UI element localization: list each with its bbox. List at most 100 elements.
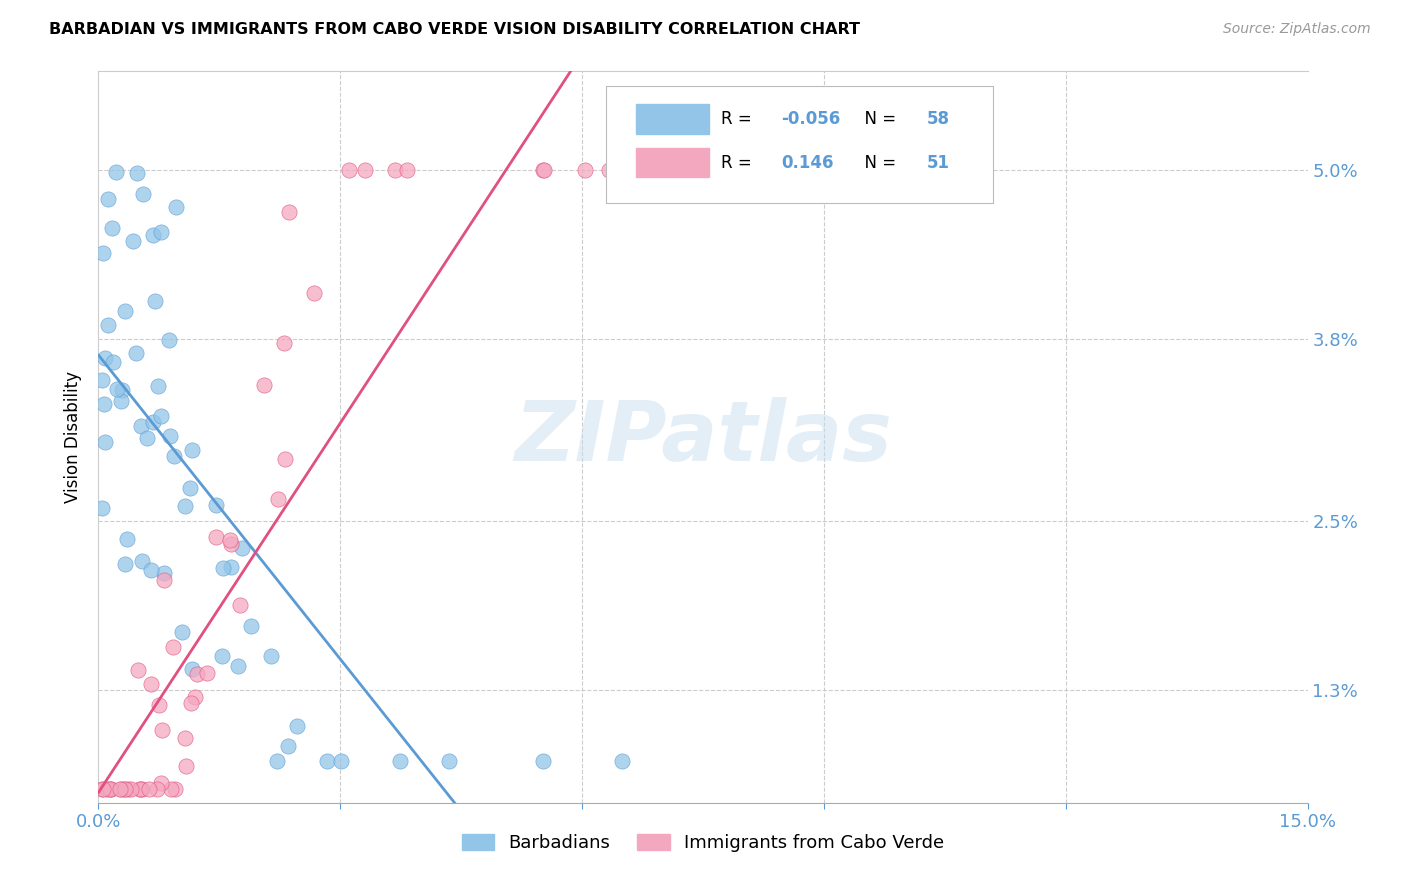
Point — [131, 186, 153, 201]
Point — [117, 781, 139, 796]
Point — [302, 285, 325, 300]
Point — [101, 221, 124, 235]
Point — [389, 754, 412, 768]
Point — [218, 533, 240, 547]
Point — [128, 781, 150, 796]
Point — [110, 394, 132, 409]
Text: N =: N = — [855, 153, 901, 172]
Point — [91, 246, 114, 260]
Point — [91, 781, 114, 796]
Point — [153, 566, 176, 580]
Point — [165, 781, 187, 796]
Point — [162, 640, 184, 654]
Point — [174, 759, 197, 773]
Point — [114, 557, 136, 571]
Point — [266, 754, 288, 768]
Point — [260, 649, 283, 664]
Point — [112, 781, 135, 796]
Point — [219, 537, 242, 551]
Text: R =: R = — [721, 153, 758, 172]
Point — [395, 162, 418, 177]
Text: ZIPatlas: ZIPatlas — [515, 397, 891, 477]
Point — [184, 690, 207, 704]
Point — [149, 409, 172, 424]
Point — [114, 781, 136, 796]
Point — [101, 355, 124, 369]
Point — [211, 649, 233, 664]
Point — [114, 304, 136, 318]
Point — [267, 491, 290, 506]
Point — [681, 162, 703, 177]
Point — [173, 499, 195, 513]
Point — [159, 429, 181, 443]
Legend: Barbadians, Immigrants from Cabo Verde: Barbadians, Immigrants from Cabo Verde — [454, 827, 952, 860]
Bar — [637, 148, 709, 178]
Point — [315, 754, 337, 768]
Point — [229, 598, 252, 612]
Point — [437, 754, 460, 768]
Point — [146, 781, 169, 796]
Point — [330, 754, 353, 768]
Point — [111, 383, 134, 397]
Point — [124, 346, 146, 360]
Point — [131, 553, 153, 567]
Point — [231, 541, 253, 556]
Point — [152, 573, 174, 587]
Point — [180, 662, 202, 676]
Point — [138, 781, 160, 796]
Point — [354, 162, 377, 177]
Point — [212, 561, 235, 575]
Point — [128, 781, 150, 796]
Point — [287, 719, 309, 733]
Point — [131, 418, 153, 433]
Point — [278, 205, 301, 219]
Point — [142, 415, 165, 429]
Point — [150, 225, 173, 239]
Text: 51: 51 — [927, 153, 949, 172]
Point — [108, 781, 131, 796]
Point — [598, 162, 620, 177]
Point — [143, 294, 166, 309]
Point — [531, 162, 554, 177]
Point — [148, 379, 170, 393]
Point — [384, 162, 406, 177]
Point — [157, 333, 180, 347]
Bar — [637, 104, 709, 134]
Point — [148, 698, 170, 712]
Point — [139, 563, 162, 577]
Text: BARBADIAN VS IMMIGRANTS FROM CABO VERDE VISION DISABILITY CORRELATION CHART: BARBADIAN VS IMMIGRANTS FROM CABO VERDE … — [49, 22, 860, 37]
Point — [240, 619, 263, 633]
Y-axis label: Vision Disability: Vision Disability — [65, 371, 83, 503]
Point — [142, 228, 165, 243]
Text: -0.056: -0.056 — [782, 110, 841, 128]
Point — [96, 781, 118, 796]
Point — [180, 443, 202, 458]
Point — [135, 431, 157, 445]
Point — [97, 192, 120, 206]
Point — [110, 781, 132, 796]
Point — [253, 377, 276, 392]
Point — [163, 450, 186, 464]
Point — [131, 781, 153, 796]
Point — [612, 754, 634, 768]
Point — [105, 382, 128, 396]
Point — [337, 162, 360, 177]
Point — [226, 659, 249, 673]
FancyBboxPatch shape — [606, 86, 993, 203]
Point — [531, 754, 554, 768]
Point — [91, 501, 114, 516]
Point — [195, 665, 218, 680]
Point — [127, 663, 149, 677]
Point — [277, 739, 299, 754]
Point — [97, 318, 120, 333]
Point — [141, 677, 163, 691]
Point — [186, 667, 208, 681]
Point — [533, 162, 555, 177]
Point — [205, 530, 228, 544]
Point — [94, 435, 117, 450]
Text: 58: 58 — [927, 110, 949, 128]
Point — [179, 481, 201, 495]
Point — [94, 351, 117, 365]
Point — [122, 234, 145, 248]
Point — [180, 696, 202, 710]
